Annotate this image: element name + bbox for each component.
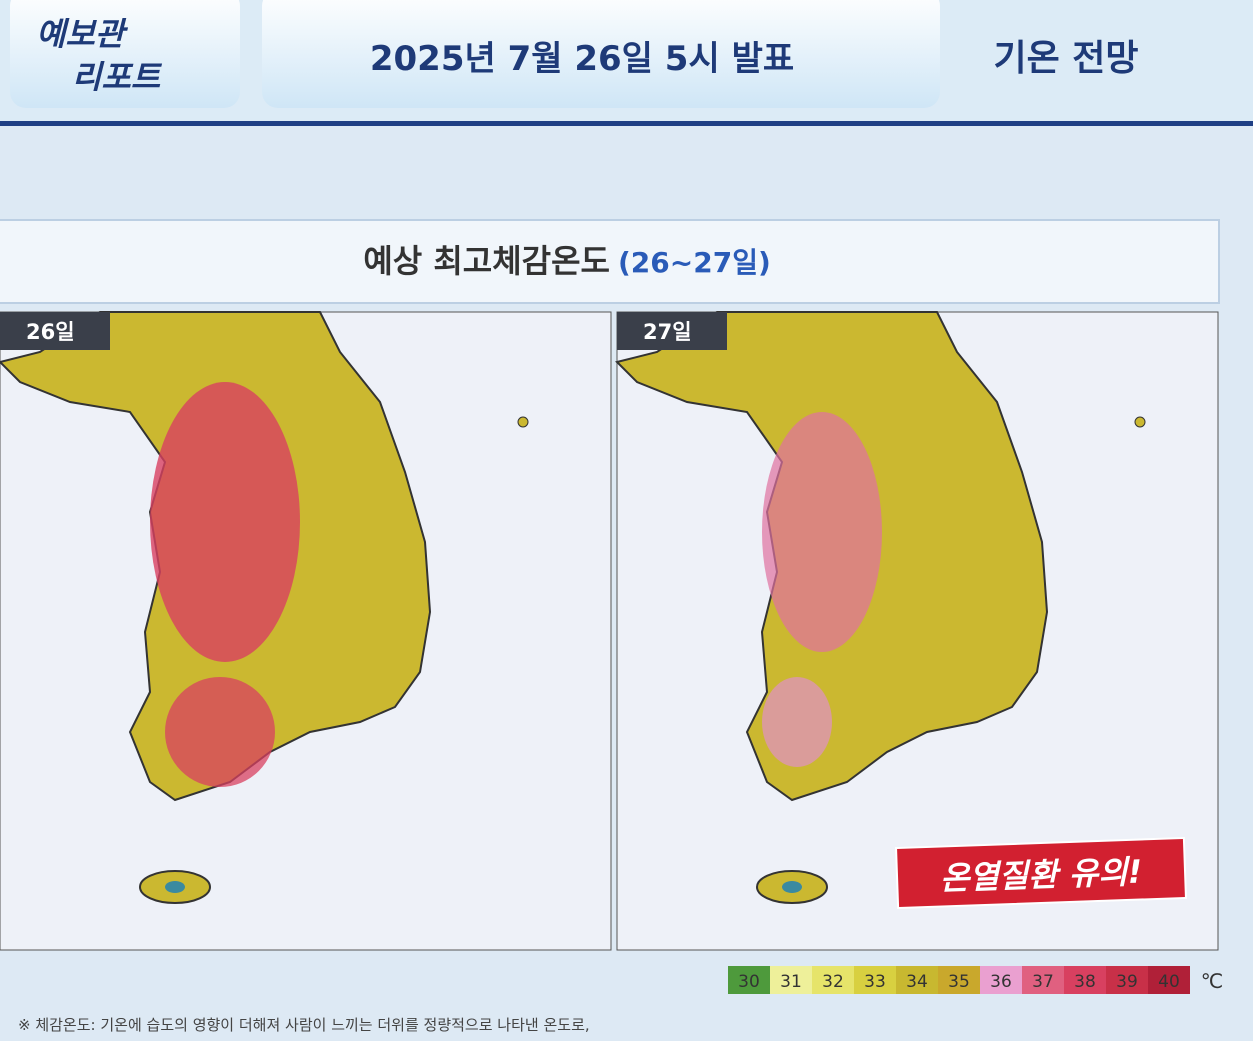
legend-swatch bbox=[1148, 966, 1190, 994]
heat-area bbox=[165, 677, 275, 787]
map-label: 27일 bbox=[643, 320, 692, 344]
header-title: 2025년 7월 26일 5시 발표 bbox=[370, 39, 794, 79]
heat-area bbox=[762, 412, 882, 652]
map-label-box bbox=[617, 312, 727, 350]
legend-label: 34 bbox=[906, 972, 928, 992]
legend-label: 33 bbox=[864, 972, 886, 992]
legend-label: 31 bbox=[780, 972, 802, 992]
map-label: 26일 bbox=[26, 320, 75, 344]
logo-line: 리포트 bbox=[72, 58, 163, 96]
logo-line: 예보관 bbox=[36, 15, 129, 53]
legend-swatch bbox=[728, 966, 770, 994]
legend-swatch bbox=[1106, 966, 1148, 994]
heat-area bbox=[150, 382, 300, 662]
warning-text: 온열질환 유의! bbox=[939, 852, 1143, 897]
legend-label: 32 bbox=[822, 972, 844, 992]
heat-area bbox=[762, 677, 832, 767]
legend-swatch bbox=[1064, 966, 1106, 994]
section-title: 기온 전망 bbox=[993, 38, 1138, 79]
legend-label: 37 bbox=[1032, 972, 1054, 992]
warning-box bbox=[895, 836, 1187, 910]
legend-label: 38 bbox=[1074, 972, 1096, 992]
legend-swatch bbox=[896, 966, 938, 994]
panel-title: 예상 최고체감온도 bbox=[363, 242, 610, 280]
legend: 30 31 32 33 34 35 36 37 38 39 40 bbox=[728, 966, 1190, 994]
header-rule bbox=[0, 121, 1253, 126]
title-box bbox=[262, 0, 940, 108]
legend-unit: ℃ bbox=[1201, 969, 1223, 993]
legend-swatch bbox=[770, 966, 812, 994]
legend-label: 30 bbox=[738, 972, 760, 992]
legend-swatch bbox=[1022, 966, 1064, 994]
map-label-box bbox=[0, 312, 110, 350]
legend-label: 40 bbox=[1158, 972, 1180, 992]
legend-label: 36 bbox=[990, 972, 1012, 992]
panel-period: (26~27일) bbox=[618, 246, 771, 279]
legend-swatch bbox=[938, 966, 980, 994]
footnote: ※ 체감온도: 기온에 습도의 영향이 더해져 사람이 느끼는 더위를 정량적으… bbox=[18, 1016, 590, 1034]
legend-swatch bbox=[854, 966, 896, 994]
legend-swatch bbox=[812, 966, 854, 994]
map-panel: 26일 bbox=[0, 311, 612, 951]
legend-label: 39 bbox=[1116, 972, 1138, 992]
panel-title-box bbox=[0, 219, 1220, 304]
legend-swatch bbox=[980, 966, 1022, 994]
warning-badge: 온열질환 유의! bbox=[895, 836, 1187, 910]
logo-box bbox=[10, 0, 240, 108]
legend-label: 35 bbox=[948, 972, 970, 992]
